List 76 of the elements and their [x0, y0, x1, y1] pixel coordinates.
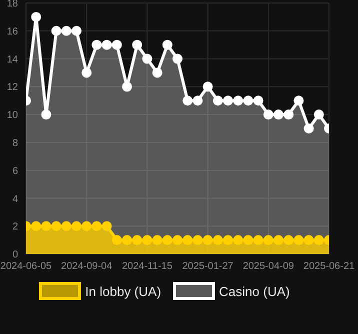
y-tick-label: 6: [12, 166, 18, 177]
legend-label: In lobby (UA): [85, 284, 162, 298]
x-tick-label: 2025-06-21: [303, 261, 356, 272]
point: [122, 235, 132, 246]
point: [263, 235, 274, 246]
point: [31, 221, 42, 232]
point: [294, 96, 304, 106]
y-tick-label: 4: [12, 194, 18, 205]
point: [41, 221, 52, 232]
point: [152, 235, 162, 246]
point: [304, 124, 314, 134]
point: [284, 110, 294, 120]
point: [61, 221, 72, 232]
point: [122, 82, 132, 92]
point: [162, 40, 172, 50]
x-tick-label: 2025-04-09: [242, 261, 294, 272]
point: [41, 110, 52, 120]
point: [192, 235, 203, 246]
point: [112, 235, 122, 246]
point: [253, 235, 264, 246]
point: [202, 82, 213, 92]
point: [263, 110, 274, 120]
point: [212, 96, 223, 106]
legend-label: Casino (UA): [219, 284, 290, 298]
point: [314, 235, 324, 246]
point: [61, 26, 72, 36]
point: [82, 68, 92, 78]
point: [72, 26, 82, 36]
y-tick-label: 18: [6, 0, 18, 10]
point: [284, 235, 294, 246]
point: [202, 235, 213, 246]
point: [172, 235, 182, 246]
point: [142, 54, 152, 64]
point: [102, 221, 112, 232]
point: [51, 221, 62, 232]
y-tick-label: 14: [6, 54, 18, 66]
y-tick-label: 8: [12, 138, 18, 149]
point: [51, 26, 62, 36]
point: [132, 40, 142, 50]
point: [182, 235, 193, 246]
point: [92, 221, 102, 232]
x-tick-label: 2024-09-04: [61, 261, 113, 272]
x-tick-label: 2024-06-05: [0, 261, 52, 272]
point: [182, 96, 193, 106]
point: [192, 96, 203, 106]
point: [102, 40, 112, 50]
point: [31, 12, 42, 22]
point: [212, 235, 223, 246]
point: [243, 235, 254, 246]
point: [223, 96, 233, 106]
point: [152, 68, 162, 78]
point: [162, 235, 172, 246]
point: [72, 221, 82, 232]
point: [274, 235, 284, 246]
point: [314, 110, 324, 120]
point: [82, 221, 92, 232]
point: [274, 110, 284, 120]
point: [142, 235, 152, 246]
point: [243, 96, 254, 106]
point: [294, 235, 304, 246]
point: [253, 96, 264, 106]
point: [304, 235, 314, 246]
x-tick-label: 2025-01-27: [182, 261, 234, 272]
point: [112, 40, 122, 50]
y-tick-label: 10: [6, 110, 18, 122]
point: [233, 96, 244, 106]
point: [132, 235, 142, 246]
point: [172, 54, 182, 64]
point: [233, 235, 244, 246]
point: [92, 40, 102, 50]
y-tick-label: 2: [12, 222, 18, 233]
x-tick-label: 2024-11-15: [122, 261, 173, 272]
point: [223, 235, 233, 246]
y-tick-label: 12: [6, 82, 18, 94]
y-tick-label: 0: [12, 250, 18, 261]
y-tick-label: 16: [6, 26, 18, 38]
